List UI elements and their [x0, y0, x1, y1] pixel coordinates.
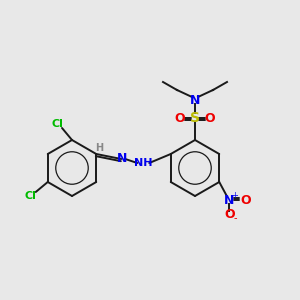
Text: O: O — [240, 194, 250, 206]
Text: O: O — [205, 112, 215, 124]
Text: S: S — [190, 111, 200, 125]
Text: Cl: Cl — [25, 191, 37, 201]
Text: O: O — [175, 112, 185, 124]
Text: N: N — [117, 152, 128, 166]
Text: N: N — [224, 194, 234, 206]
Text: +: + — [231, 191, 238, 200]
Text: O: O — [224, 208, 235, 221]
Text: Cl: Cl — [51, 119, 63, 129]
Text: -: - — [233, 213, 237, 223]
Text: H: H — [95, 143, 103, 153]
Text: NH: NH — [134, 158, 152, 168]
Text: N: N — [190, 94, 200, 106]
